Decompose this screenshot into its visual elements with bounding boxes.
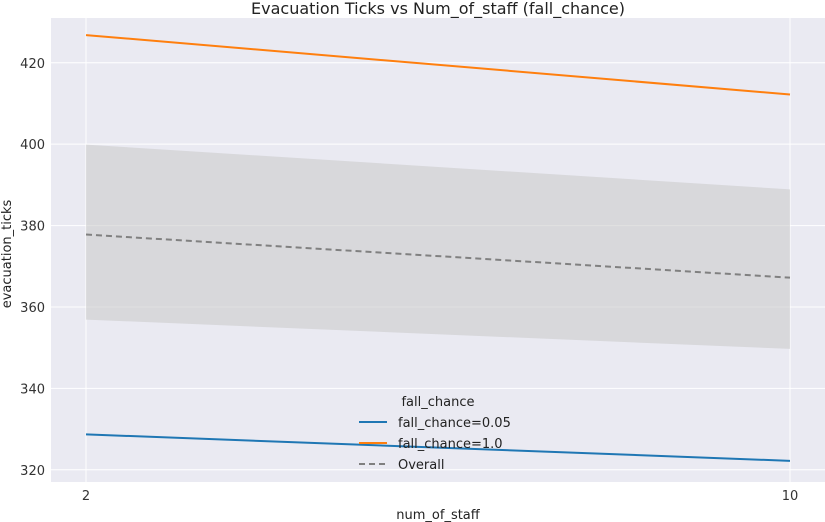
y-tick-label: 380 <box>20 220 45 235</box>
chart-title: Evacuation Ticks vs Num_of_staff (fall_c… <box>251 0 625 19</box>
legend-label: Overall <box>398 458 444 473</box>
y-axis-label: evacuation_ticks <box>0 199 15 308</box>
x-tick-labels: 2 10 <box>82 489 798 504</box>
y-tick-label: 340 <box>20 382 45 397</box>
y-tick-label: 320 <box>20 464 45 479</box>
series-line <box>85 433 791 462</box>
series-line <box>85 233 791 279</box>
y-tick-labels: 320 340 360 380 400 420 <box>20 57 45 479</box>
x-axis-label: num_of_staff <box>396 508 481 522</box>
y-tick-label: 420 <box>20 57 45 72</box>
legend-title: fall_chance <box>401 395 474 410</box>
series-lines-group <box>85 34 791 462</box>
legend: fall_chance fall_chance=0.05 fall_chance=… <box>359 395 511 473</box>
series-line <box>85 34 791 96</box>
y-tick-label: 360 <box>20 301 45 316</box>
legend-label: fall_chance=1.0 <box>398 437 503 452</box>
confidence-band-group <box>86 144 790 349</box>
y-tick-label: 400 <box>20 138 45 153</box>
x-tick-label: 2 <box>82 489 90 504</box>
x-tick-label: 10 <box>782 489 799 504</box>
legend-label: fall_chance=0.05 <box>398 416 511 431</box>
confidence-band <box>86 144 790 349</box>
